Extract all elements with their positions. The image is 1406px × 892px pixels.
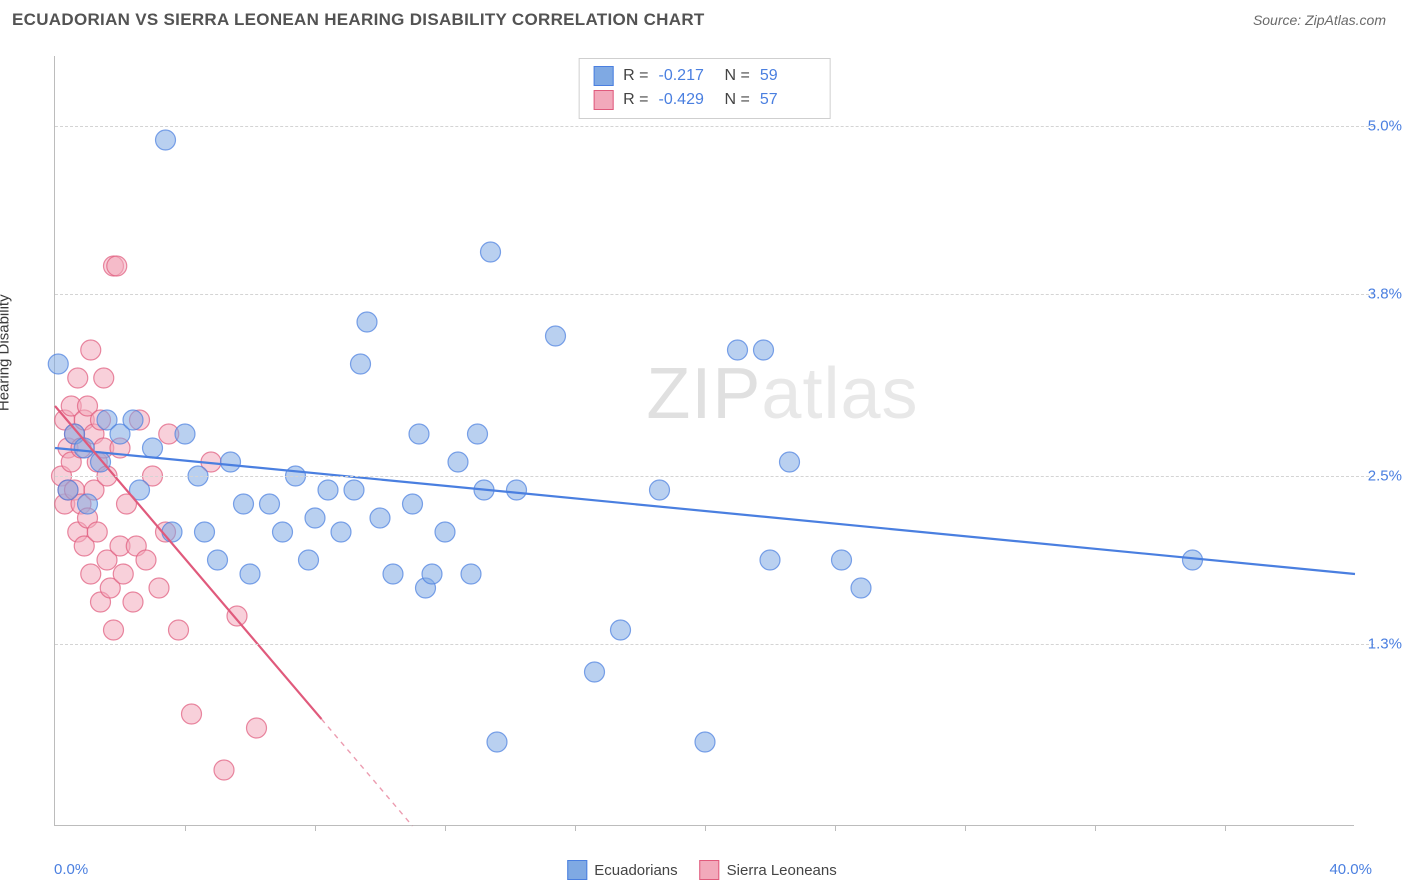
y-tick-label: 5.0% — [1368, 118, 1402, 135]
x-tick — [965, 825, 966, 831]
scatter-svg — [55, 56, 1354, 825]
bottom-legend: Ecuadorians Sierra Leoneans — [567, 860, 836, 880]
chart-header: ECUADORIAN VS SIERRA LEONEAN HEARING DIS… — [0, 0, 1406, 36]
legend-swatch-1 — [567, 860, 587, 880]
legend-label-1: Ecuadorians — [594, 862, 677, 879]
legend-item-1: Ecuadorians — [567, 860, 677, 880]
legend-label-2: Sierra Leoneans — [727, 862, 837, 879]
gridline — [55, 644, 1374, 645]
x-tick — [445, 825, 446, 831]
x-tick — [575, 825, 576, 831]
x-tick — [705, 825, 706, 831]
gridline — [55, 126, 1374, 127]
chart-container: Hearing Disability ZIPatlas R = -0.217 N… — [12, 40, 1392, 882]
y-tick-label: 2.5% — [1368, 468, 1402, 485]
x-tick — [315, 825, 316, 831]
x-axis-max-label: 40.0% — [1329, 861, 1372, 878]
gridline — [55, 476, 1374, 477]
plot-area: ZIPatlas R = -0.217 N = 59 R = -0.429 N … — [54, 56, 1354, 826]
y-tick-label: 1.3% — [1368, 636, 1402, 653]
x-tick — [835, 825, 836, 831]
x-tick — [1225, 825, 1226, 831]
y-tick-label: 3.8% — [1368, 286, 1402, 303]
legend-item-2: Sierra Leoneans — [700, 860, 837, 880]
x-tick — [185, 825, 186, 831]
gridline — [55, 294, 1374, 295]
chart-source: Source: ZipAtlas.com — [1253, 12, 1386, 28]
chart-title: ECUADORIAN VS SIERRA LEONEAN HEARING DIS… — [12, 10, 705, 30]
legend-swatch-2 — [700, 860, 720, 880]
y-axis-label: Hearing Disability — [0, 294, 13, 411]
x-tick — [1095, 825, 1096, 831]
x-axis-min-label: 0.0% — [54, 861, 88, 878]
